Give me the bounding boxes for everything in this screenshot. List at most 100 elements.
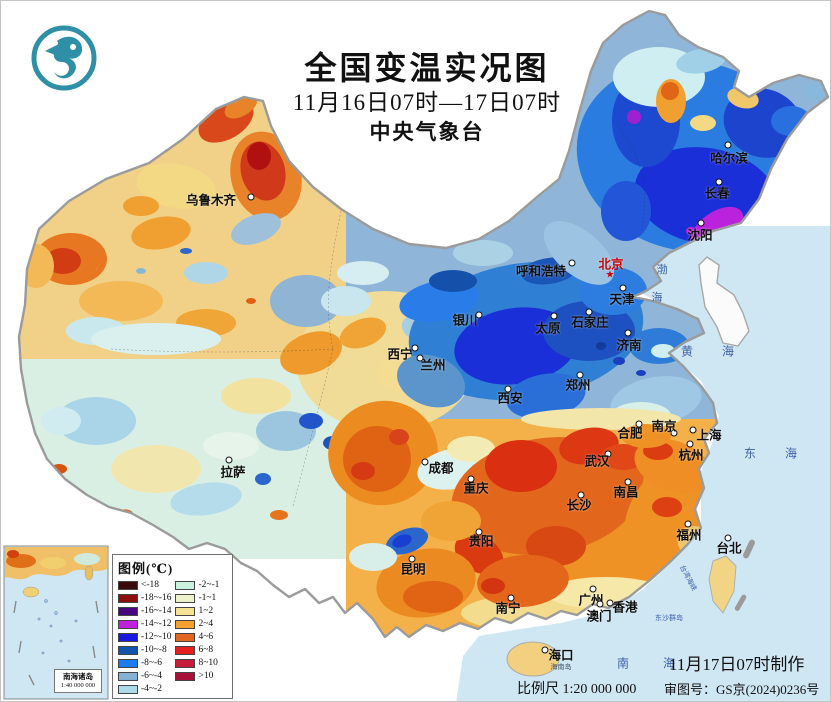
header: 全国变温实况图 11月16日07时—17日07时 中央气象台 bbox=[293, 49, 561, 146]
city-dot-icon bbox=[467, 475, 475, 483]
city-dot-icon bbox=[670, 429, 678, 437]
legend-row-left-6: -8~-6 bbox=[118, 658, 171, 668]
city-dot-icon bbox=[724, 534, 732, 542]
legend-swatch bbox=[175, 606, 196, 616]
city-dot-icon bbox=[475, 528, 483, 536]
legend-label: 1~2 bbox=[198, 606, 214, 616]
legend-label: -18~-16 bbox=[141, 593, 172, 603]
city-dot-icon bbox=[411, 344, 419, 352]
legend-swatch bbox=[175, 619, 196, 629]
legend-swatch bbox=[118, 671, 138, 681]
legend-swatch bbox=[118, 580, 138, 590]
city-label: 台北 bbox=[716, 541, 742, 556]
city-dot-icon bbox=[577, 491, 585, 499]
legend-row-right-2: 1~2 bbox=[175, 606, 219, 616]
city-label: 澳门 bbox=[586, 609, 612, 624]
taiwan-island bbox=[708, 555, 737, 614]
city-label: 乌鲁木齐 bbox=[185, 193, 237, 208]
city-dot-icon bbox=[619, 284, 627, 292]
city-dot-icon bbox=[416, 354, 424, 362]
legend-label: >10 bbox=[198, 671, 214, 681]
sea-label: 南 bbox=[616, 656, 630, 671]
city-label: 重庆 bbox=[463, 481, 489, 496]
city-dot-icon bbox=[585, 308, 593, 316]
legend-label: 6~8 bbox=[198, 645, 214, 655]
sea-label: 渤 bbox=[656, 264, 668, 276]
legend-label: -10~-8 bbox=[141, 645, 167, 655]
city-dot-icon bbox=[589, 585, 597, 593]
legend-label: 2~4 bbox=[198, 619, 214, 629]
legend-row-left-5: -10~-8 bbox=[118, 645, 171, 655]
city-label: 福州 bbox=[676, 528, 702, 543]
city-label: 海口 bbox=[548, 648, 574, 663]
city-dot-icon bbox=[604, 450, 612, 458]
map-scale-text: 比例尺 1:20 000 000 bbox=[517, 682, 637, 697]
legend-title: 图例(℃) bbox=[118, 561, 174, 576]
legend-row-right-5: 6~8 bbox=[175, 645, 219, 655]
city-dot-icon bbox=[247, 193, 255, 201]
legend-label: -4~-2 bbox=[141, 684, 162, 694]
legend-column-right: -2~-1 -1~1 1~2 2~4 4~6 6~8 8~10 >10 bbox=[175, 580, 219, 694]
legend-label: -16~-14 bbox=[141, 606, 172, 616]
city-dot-icon bbox=[475, 311, 483, 319]
legend-swatch bbox=[118, 632, 138, 642]
city-dot-icon bbox=[724, 141, 732, 149]
legend-swatch bbox=[175, 645, 196, 655]
city-dot-icon bbox=[684, 520, 692, 528]
city-label: 西安 bbox=[497, 391, 523, 406]
sea-label: 海 bbox=[784, 446, 798, 461]
sea-label: 海 bbox=[651, 292, 663, 304]
cma-logo bbox=[31, 25, 97, 91]
china-border bbox=[17, 9, 830, 639]
city-label: 南京 bbox=[651, 419, 677, 434]
legend-row-right-6: 8~10 bbox=[175, 658, 219, 668]
legend-label: -6~-4 bbox=[141, 671, 162, 681]
legend-row-right-1: -1~1 bbox=[175, 593, 219, 603]
legend-swatch bbox=[118, 619, 138, 629]
legend-row-left-0: <-18 bbox=[118, 580, 171, 590]
city-dot-icon bbox=[576, 371, 584, 379]
city-dot-icon bbox=[225, 456, 233, 464]
approval-number: 审图号：GS京(2024)0236号 bbox=[664, 682, 820, 697]
city-dot-icon bbox=[541, 646, 549, 654]
time-range: 11月16日07时—17日07时 bbox=[292, 90, 562, 115]
city-label: 兰州 bbox=[420, 358, 446, 373]
legend-swatch bbox=[118, 606, 138, 616]
sea-label: 东沙群岛 bbox=[655, 614, 683, 622]
city-dot-icon bbox=[689, 426, 697, 434]
city-label: 上海 bbox=[696, 428, 722, 443]
legend-row-right-0: -2~-1 bbox=[175, 580, 219, 590]
city-label: 昆明 bbox=[400, 562, 426, 577]
made-at-text: 11月17日07时制作 bbox=[669, 655, 805, 674]
agency-name: 中央气象台 bbox=[369, 120, 485, 144]
sea-label: 东 bbox=[743, 446, 757, 461]
legend-label: -1~1 bbox=[198, 593, 217, 603]
city-label: 杭州 bbox=[678, 448, 704, 463]
city-label: 济南 bbox=[616, 338, 642, 353]
city-label: 哈尔滨 bbox=[710, 151, 748, 166]
city-dot-icon bbox=[408, 555, 416, 563]
sea-label: 海 bbox=[721, 344, 735, 359]
city-dot-icon bbox=[504, 385, 512, 393]
legend-swatch bbox=[175, 658, 196, 668]
city-label: 石家庄 bbox=[571, 315, 609, 330]
legend-swatch bbox=[118, 684, 138, 694]
city-dot-icon bbox=[624, 478, 632, 486]
legend-label: 4~6 bbox=[198, 632, 214, 642]
city-dot-icon bbox=[568, 259, 576, 267]
city-label: 西宁 bbox=[387, 347, 413, 362]
city-dot-icon bbox=[421, 458, 429, 466]
outlying-islets bbox=[734, 539, 755, 611]
city-dot-icon bbox=[606, 599, 614, 607]
page-title: 全国变温实况图 bbox=[304, 50, 550, 86]
korea-outline bbox=[698, 256, 750, 347]
city-dot-icon bbox=[715, 178, 723, 186]
legend-swatch bbox=[118, 658, 138, 668]
city-dot-icon bbox=[686, 440, 694, 448]
legend-swatch bbox=[118, 645, 138, 655]
legend-label: <-18 bbox=[141, 580, 160, 590]
city-dot-icon bbox=[596, 600, 604, 608]
legend-label: -12~-10 bbox=[141, 632, 172, 642]
city-label: 拉萨 bbox=[220, 465, 246, 480]
